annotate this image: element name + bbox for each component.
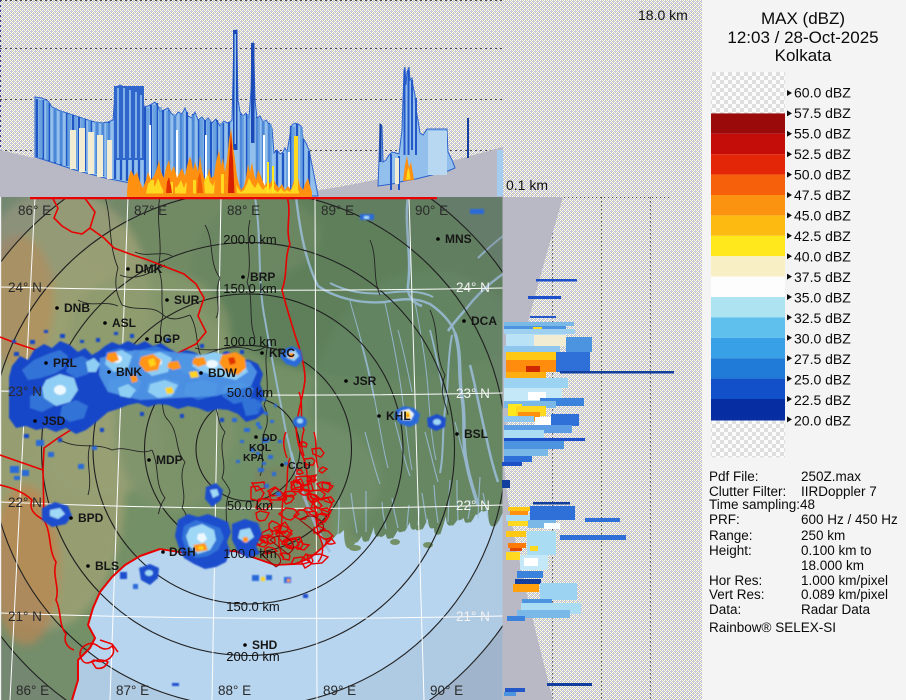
svg-text:87° E: 87° E: [134, 203, 167, 218]
svg-text:KHL: KHL: [386, 409, 411, 423]
svg-text:Clutter Filter:: Clutter Filter:: [709, 484, 786, 499]
svg-text:BSL: BSL: [464, 427, 488, 441]
svg-text:27.5 dBZ: 27.5 dBZ: [794, 351, 851, 367]
svg-text:ASL: ASL: [112, 316, 136, 330]
svg-text:37.5 dBZ: 37.5 dBZ: [794, 269, 851, 285]
svg-text:KRC: KRC: [269, 346, 295, 360]
svg-text:JSD: JSD: [42, 414, 66, 428]
svg-text:SUR: SUR: [174, 293, 200, 307]
svg-text:50.0 dBZ: 50.0 dBZ: [794, 167, 851, 183]
svg-text:90° E: 90° E: [415, 203, 448, 218]
svg-text:40.0 dBZ: 40.0 dBZ: [794, 249, 851, 265]
svg-text:23° N: 23° N: [456, 386, 490, 401]
svg-text:Radar Data: Radar Data: [801, 602, 871, 617]
svg-text:DGP: DGP: [154, 332, 180, 346]
svg-text:1.000 km/pixel: 1.000 km/pixel: [801, 573, 888, 588]
svg-text:Kolkata: Kolkata: [775, 46, 832, 65]
svg-text:Rainbow® SELEX-SI: Rainbow® SELEX-SI: [709, 620, 836, 635]
svg-text:50.0 km: 50.0 km: [227, 498, 273, 513]
svg-text:250 km: 250 km: [801, 528, 845, 543]
svg-text:25.0 dBZ: 25.0 dBZ: [794, 372, 851, 388]
svg-text:SHD: SHD: [252, 638, 278, 652]
svg-text:BLS: BLS: [95, 559, 119, 573]
svg-text:MAX (dBZ): MAX (dBZ): [761, 9, 845, 28]
svg-text:CCU: CCU: [288, 460, 311, 472]
svg-text:Range:: Range:: [709, 528, 753, 543]
svg-text:35.0 dBZ: 35.0 dBZ: [794, 290, 851, 306]
svg-text:88° E: 88° E: [227, 203, 260, 218]
svg-text:0.100 km to: 0.100 km to: [801, 543, 872, 558]
svg-text:Data:: Data:: [709, 602, 741, 617]
svg-text:600 Hz / 450 Hz: 600 Hz / 450 Hz: [801, 512, 898, 527]
svg-text:22° N: 22° N: [456, 498, 490, 513]
svg-text:24° N: 24° N: [8, 280, 42, 295]
svg-text:32.5 dBZ: 32.5 dBZ: [794, 310, 851, 326]
svg-text:PRF:: PRF:: [709, 512, 740, 527]
svg-text:JSR: JSR: [353, 374, 377, 388]
svg-text:88° E: 88° E: [218, 683, 251, 698]
svg-text:22.5 dBZ: 22.5 dBZ: [794, 392, 851, 408]
svg-text:BDW: BDW: [208, 366, 237, 380]
svg-text:89° E: 89° E: [321, 203, 354, 218]
svg-text:87° E: 87° E: [116, 683, 149, 698]
svg-text:47.5 dBZ: 47.5 dBZ: [794, 187, 851, 203]
svg-text:200.0 km: 200.0 km: [223, 232, 276, 247]
svg-text:20.0 dBZ: 20.0 dBZ: [794, 413, 851, 429]
svg-text:18.0 km: 18.0 km: [638, 7, 688, 23]
svg-text:DGH: DGH: [169, 545, 196, 559]
svg-text:52.5 dBZ: 52.5 dBZ: [794, 146, 851, 162]
svg-text:100.0 km: 100.0 km: [223, 334, 276, 349]
svg-text:86° E: 86° E: [16, 683, 49, 698]
svg-text:200.0 km: 200.0 km: [226, 649, 279, 664]
svg-text:50.0 km: 50.0 km: [227, 385, 273, 400]
svg-text:DD: DD: [262, 432, 278, 444]
svg-text:150.0 km: 150.0 km: [223, 281, 276, 296]
svg-text:55.0 dBZ: 55.0 dBZ: [794, 126, 851, 142]
svg-text:Hor Res:: Hor Res:: [709, 573, 762, 588]
svg-text:89° E: 89° E: [323, 683, 356, 698]
svg-text:23° N: 23° N: [8, 384, 42, 399]
svg-text:IIRDoppler 7: IIRDoppler 7: [801, 484, 877, 499]
svg-text:24° N: 24° N: [456, 280, 490, 295]
svg-text:0.1 km: 0.1 km: [506, 177, 548, 193]
svg-text:KOL: KOL: [249, 442, 272, 454]
svg-text:BPD: BPD: [78, 511, 104, 525]
svg-text:Time sampling:48: Time sampling:48: [709, 497, 815, 512]
svg-text:BNK: BNK: [116, 365, 142, 379]
svg-text:DMK: DMK: [135, 262, 163, 276]
svg-text:150.0 km: 150.0 km: [226, 599, 279, 614]
svg-text:18.000 km: 18.000 km: [801, 558, 864, 573]
svg-text:Pdf File:: Pdf File:: [709, 469, 759, 484]
svg-text:42.5 dBZ: 42.5 dBZ: [794, 228, 851, 244]
svg-text:90° E: 90° E: [430, 683, 463, 698]
svg-text:0.089 km/pixel: 0.089 km/pixel: [801, 587, 888, 602]
svg-text:250Z.max: 250Z.max: [801, 469, 861, 484]
svg-text:21° N: 21° N: [456, 609, 490, 624]
svg-text:60.0 dBZ: 60.0 dBZ: [794, 85, 851, 101]
svg-text:45.0 dBZ: 45.0 dBZ: [794, 208, 851, 224]
svg-text:57.5 dBZ: 57.5 dBZ: [794, 105, 851, 121]
svg-text:12:03 / 28-Oct-2025: 12:03 / 28-Oct-2025: [727, 28, 878, 47]
svg-text:MDP: MDP: [156, 453, 183, 467]
svg-text:PRL: PRL: [53, 356, 77, 370]
svg-text:86° E: 86° E: [18, 203, 51, 218]
svg-text:BRP: BRP: [250, 270, 275, 284]
svg-text:KPA: KPA: [243, 452, 265, 464]
svg-text:MNS: MNS: [445, 232, 472, 246]
svg-text:DCA: DCA: [471, 314, 497, 328]
svg-text:DNB: DNB: [64, 301, 90, 315]
svg-text:22° N: 22° N: [8, 495, 42, 510]
svg-text:Height:: Height:: [709, 543, 752, 558]
svg-text:100.0 km: 100.0 km: [223, 546, 276, 561]
svg-text:Vert Res:: Vert Res:: [709, 587, 765, 602]
svg-text:21° N: 21° N: [8, 609, 42, 624]
svg-text:30.0 dBZ: 30.0 dBZ: [794, 331, 851, 347]
